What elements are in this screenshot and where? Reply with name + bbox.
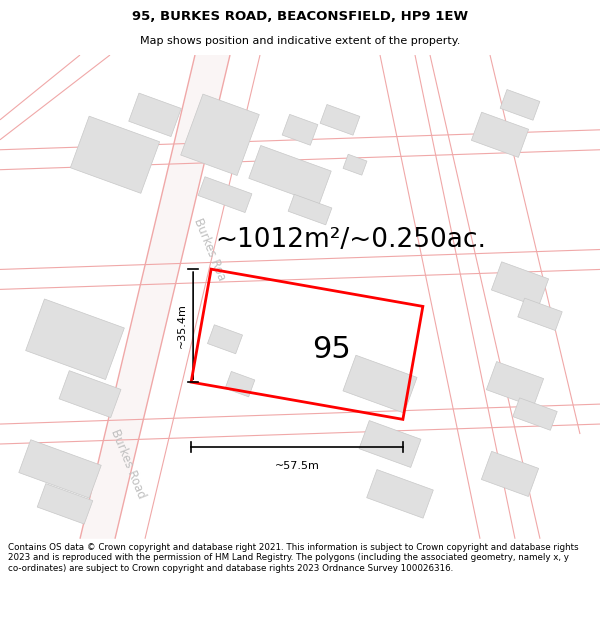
Polygon shape (472, 112, 529, 158)
Polygon shape (320, 104, 360, 135)
Polygon shape (129, 93, 181, 137)
Polygon shape (208, 325, 242, 354)
Polygon shape (26, 299, 124, 379)
Polygon shape (249, 146, 331, 204)
Text: Map shows position and indicative extent of the property.: Map shows position and indicative extent… (140, 36, 460, 46)
Polygon shape (288, 194, 332, 225)
Polygon shape (198, 177, 252, 212)
Text: 95, BURKES ROAD, BEACONSFIELD, HP9 1EW: 95, BURKES ROAD, BEACONSFIELD, HP9 1EW (132, 10, 468, 23)
Text: ~35.4m: ~35.4m (177, 303, 187, 348)
Text: Contains OS data © Crown copyright and database right 2021. This information is : Contains OS data © Crown copyright and d… (8, 543, 578, 573)
Polygon shape (282, 114, 318, 145)
Text: ~1012m²/~0.250ac.: ~1012m²/~0.250ac. (215, 226, 486, 253)
Polygon shape (481, 451, 539, 496)
Polygon shape (70, 116, 160, 193)
Text: 95: 95 (313, 335, 352, 364)
Polygon shape (343, 154, 367, 175)
Polygon shape (487, 361, 544, 407)
Text: Burkes Roa: Burkes Roa (191, 216, 229, 282)
Polygon shape (500, 89, 540, 120)
Polygon shape (491, 262, 548, 307)
Polygon shape (513, 398, 557, 430)
Polygon shape (80, 55, 230, 539)
Polygon shape (181, 94, 259, 176)
Polygon shape (518, 298, 562, 331)
Polygon shape (225, 371, 255, 397)
Text: Burkes Road: Burkes Road (108, 428, 148, 501)
Polygon shape (37, 484, 93, 524)
Polygon shape (367, 469, 433, 518)
Text: ~57.5m: ~57.5m (275, 461, 319, 471)
Polygon shape (59, 371, 121, 418)
Polygon shape (19, 440, 101, 498)
Polygon shape (343, 355, 417, 413)
Polygon shape (359, 421, 421, 468)
